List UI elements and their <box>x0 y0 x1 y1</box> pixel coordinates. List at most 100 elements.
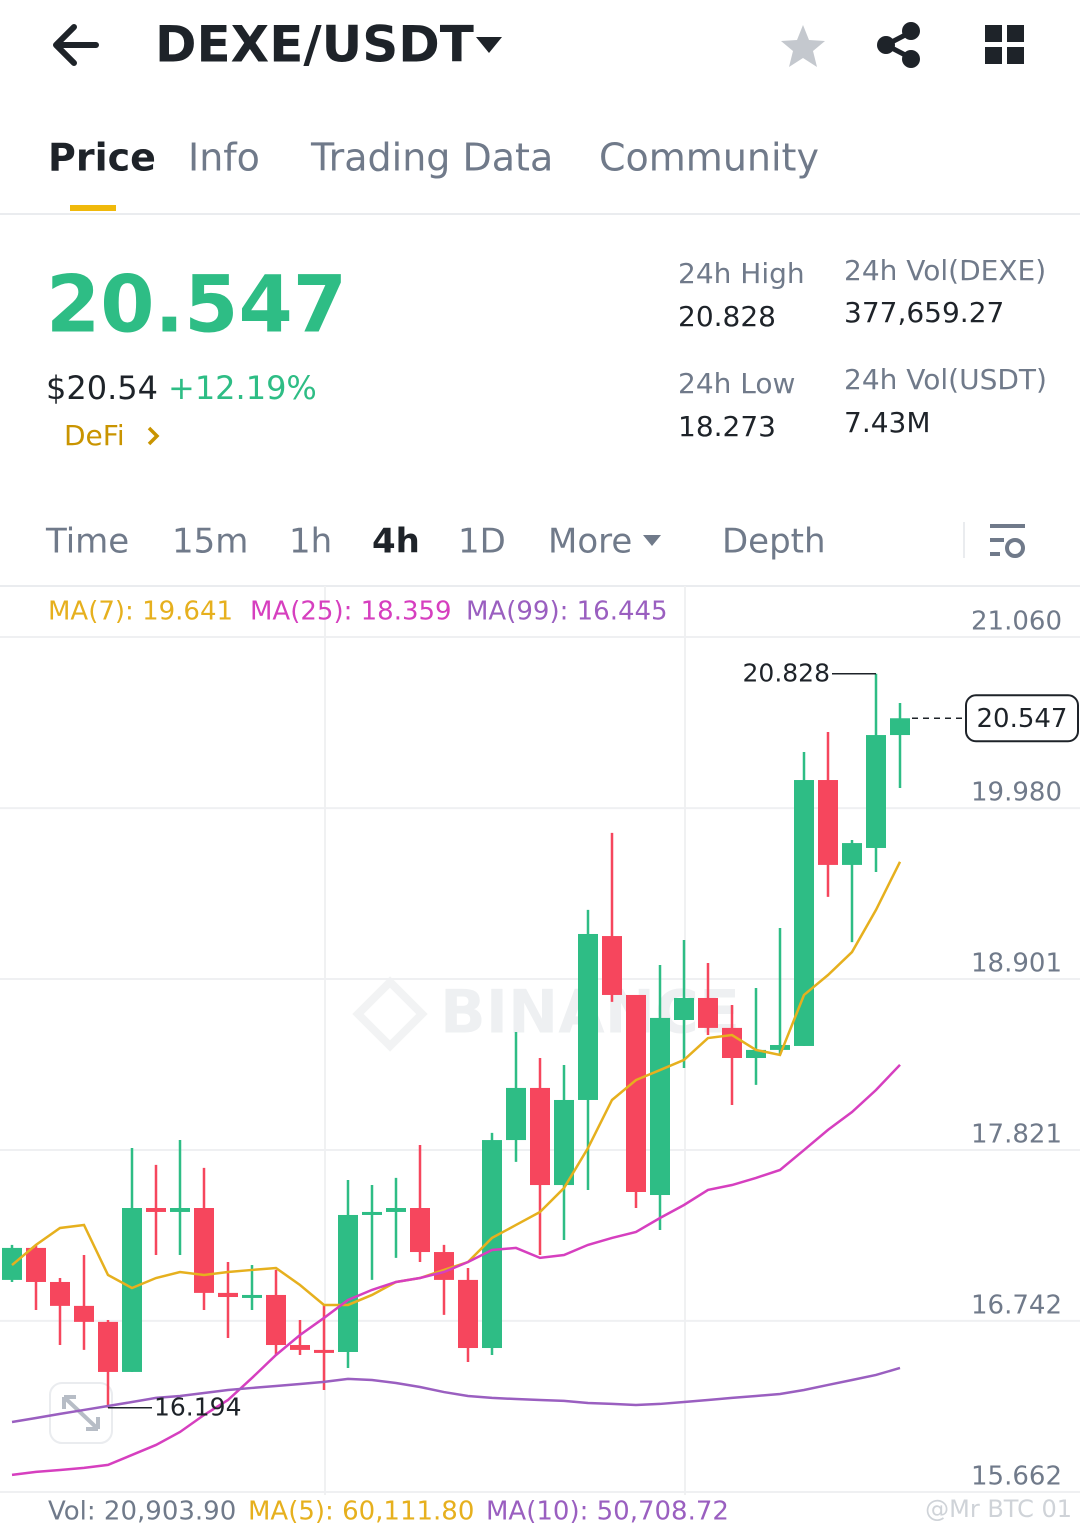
sector-tag[interactable]: DeFi <box>64 419 160 452</box>
menu-grid[interactable] <box>985 25 1024 64</box>
low-marker-label: 16.194 <box>154 1393 241 1422</box>
tab-indicator <box>70 205 116 211</box>
candle-body <box>218 1292 238 1298</box>
stat-label: 24h Low <box>678 367 795 400</box>
candle-body <box>674 997 694 1020</box>
price-change: +12.19% <box>168 369 317 407</box>
ma-line <box>11 1366 901 1424</box>
share-button[interactable] <box>877 22 920 68</box>
ma-line <box>11 1063 901 1477</box>
credit: @Mr BTC 01 <box>925 1495 1072 1523</box>
candle-body <box>818 780 838 865</box>
candle-body <box>698 997 718 1028</box>
tab[interactable]: Community <box>599 136 819 180</box>
expand-button[interactable] <box>49 1382 113 1444</box>
more-caret[interactable] <box>643 535 661 546</box>
tab[interactable]: Price <box>48 136 156 180</box>
stat-label: 24h High <box>678 257 805 290</box>
candle-body <box>794 780 814 1046</box>
tab[interactable]: Info <box>188 136 260 180</box>
ma-line <box>11 861 902 1307</box>
pair-title[interactable]: DEXE/USDT <box>155 16 474 74</box>
candle-body <box>122 1208 142 1372</box>
candle-body <box>194 1208 214 1293</box>
candle-body <box>554 1099 574 1186</box>
usd-price: $20.54 <box>46 369 158 407</box>
interval[interactable]: 15m <box>172 522 248 562</box>
interval[interactable]: 4h <box>372 522 420 562</box>
candle-body <box>98 1321 118 1372</box>
legend-entry: MA(25): 18.359 <box>250 597 452 627</box>
candle-body <box>170 1208 190 1212</box>
candle-body <box>578 933 598 1100</box>
volume-legend: MA(5): 60,111.80 <box>248 1497 474 1527</box>
candle-body <box>266 1294 286 1346</box>
candle-body <box>650 1017 670 1196</box>
stat-label: 24h Vol(USDT) <box>844 363 1047 396</box>
volume-legend: MA(10): 50,708.72 <box>486 1497 729 1527</box>
candle-body <box>506 1087 526 1141</box>
interval[interactable]: 1D <box>458 522 506 562</box>
candle-body <box>314 1349 334 1353</box>
candle-body <box>146 1208 166 1212</box>
candle-body <box>842 843 862 865</box>
grid-cell <box>985 25 1002 42</box>
candle-body <box>362 1211 382 1215</box>
candle-body <box>290 1345 310 1350</box>
stat-value: 20.828 <box>678 300 776 333</box>
interval[interactable]: More <box>548 522 632 562</box>
settings-gear <box>1005 538 1025 558</box>
candle-body <box>458 1279 478 1349</box>
grid-cell <box>1007 47 1024 64</box>
candle-body <box>722 1027 742 1059</box>
y-tick-label: 17.821 <box>971 1120 1062 1150</box>
volume-legend: Vol: 20,903.90 <box>48 1497 236 1527</box>
candle-body <box>746 1049 766 1059</box>
candle-body <box>338 1214 358 1352</box>
candle-body <box>74 1305 94 1322</box>
watermark-logo <box>352 976 428 1052</box>
candle-body <box>242 1294 262 1298</box>
share-dot <box>877 36 895 54</box>
candle-body <box>386 1208 406 1212</box>
stat-value: 377,659.27 <box>844 296 1004 329</box>
last-price-tag <box>965 694 1079 743</box>
candle-body <box>50 1281 70 1306</box>
y-tick-label: 15.662 <box>971 1462 1062 1492</box>
watermark-diamond <box>352 976 428 1052</box>
last-price: 20.547 <box>46 260 347 350</box>
candle-body <box>890 718 910 736</box>
y-tick-label: 18.901 <box>971 948 1062 978</box>
sector-chevron <box>147 426 160 446</box>
candle-body <box>770 1045 790 1050</box>
sector-label: DeFi <box>64 419 125 452</box>
pair-caret[interactable] <box>476 37 502 53</box>
back-button[interactable] <box>53 24 99 66</box>
share-dot <box>902 50 920 68</box>
candle-body <box>410 1208 430 1253</box>
candle-body <box>626 994 646 1193</box>
candle-body <box>482 1140 502 1349</box>
legend-entry: MA(99): 16.445 <box>466 597 668 627</box>
y-tick-label: 19.980 <box>971 778 1062 808</box>
last-price-label: 20.547 <box>977 704 1068 734</box>
candle-body <box>866 735 886 848</box>
interval[interactable]: Depth <box>722 522 826 562</box>
plot: 21.060 19.980 18.901 17.821 16.742 15.662 MA(7… <box>0 597 1080 1493</box>
chart-settings[interactable] <box>990 524 1025 558</box>
candle-body <box>602 936 622 995</box>
interval[interactable]: 1h <box>289 522 332 562</box>
y-tick-label: 16.742 <box>971 1290 1062 1320</box>
tab[interactable]: Trading Data <box>310 136 553 180</box>
stat-label: 24h Vol(DEXE) <box>844 254 1046 287</box>
back-arrow <box>53 24 99 66</box>
favorite-star[interactable] <box>781 25 825 67</box>
candle-body <box>530 1087 550 1186</box>
share-dot <box>902 22 920 40</box>
grid-cell <box>1007 25 1024 42</box>
interval[interactable]: Time <box>45 522 129 562</box>
candle-body <box>26 1247 46 1282</box>
candle-body <box>434 1252 454 1280</box>
